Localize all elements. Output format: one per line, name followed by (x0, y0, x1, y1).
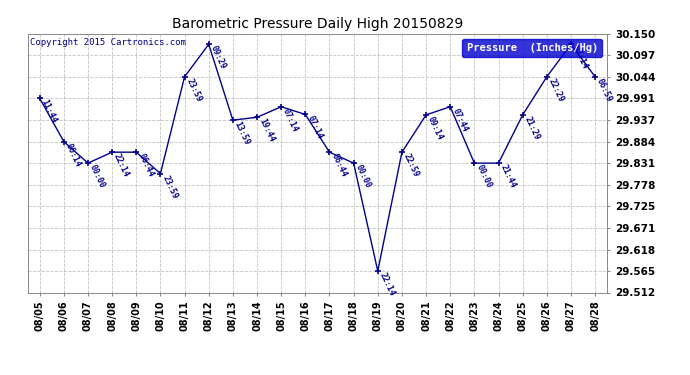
Text: 09:14: 09:14 (426, 115, 445, 141)
Text: 00:00: 00:00 (88, 163, 107, 190)
Text: 07:44: 07:44 (450, 107, 469, 133)
Text: 07:14: 07:14 (305, 114, 324, 141)
Text: 13:59: 13:59 (233, 120, 252, 147)
Text: 00:00: 00:00 (475, 163, 493, 190)
Text: 19:44: 19:44 (257, 117, 276, 144)
Text: 07:14: 07:14 (282, 107, 300, 133)
Text: 07:14: 07:14 (571, 44, 590, 71)
Text: 06:14: 06:14 (63, 142, 83, 168)
Text: 06:44: 06:44 (136, 152, 155, 178)
Text: 23:59: 23:59 (160, 174, 179, 200)
Text: 21:29: 21:29 (523, 115, 542, 141)
Title: Barometric Pressure Daily High 20150829: Barometric Pressure Daily High 20150829 (172, 17, 463, 31)
Text: 06:44: 06:44 (330, 152, 348, 178)
Text: 22:14: 22:14 (378, 271, 397, 297)
Text: 22:14: 22:14 (112, 152, 131, 178)
Text: 22:29: 22:29 (546, 77, 566, 103)
Text: 06:59: 06:59 (595, 77, 614, 103)
Text: Copyright 2015 Cartronics.com: Copyright 2015 Cartronics.com (30, 38, 186, 46)
Text: 09:29: 09:29 (208, 44, 228, 71)
Text: 22:59: 22:59 (402, 152, 421, 178)
Text: 23:59: 23:59 (184, 77, 204, 103)
Legend: Pressure  (Inches/Hg): Pressure (Inches/Hg) (462, 39, 602, 57)
Text: 00:00: 00:00 (353, 163, 373, 190)
Text: 11:44: 11:44 (39, 98, 59, 125)
Text: 21:44: 21:44 (498, 163, 518, 190)
